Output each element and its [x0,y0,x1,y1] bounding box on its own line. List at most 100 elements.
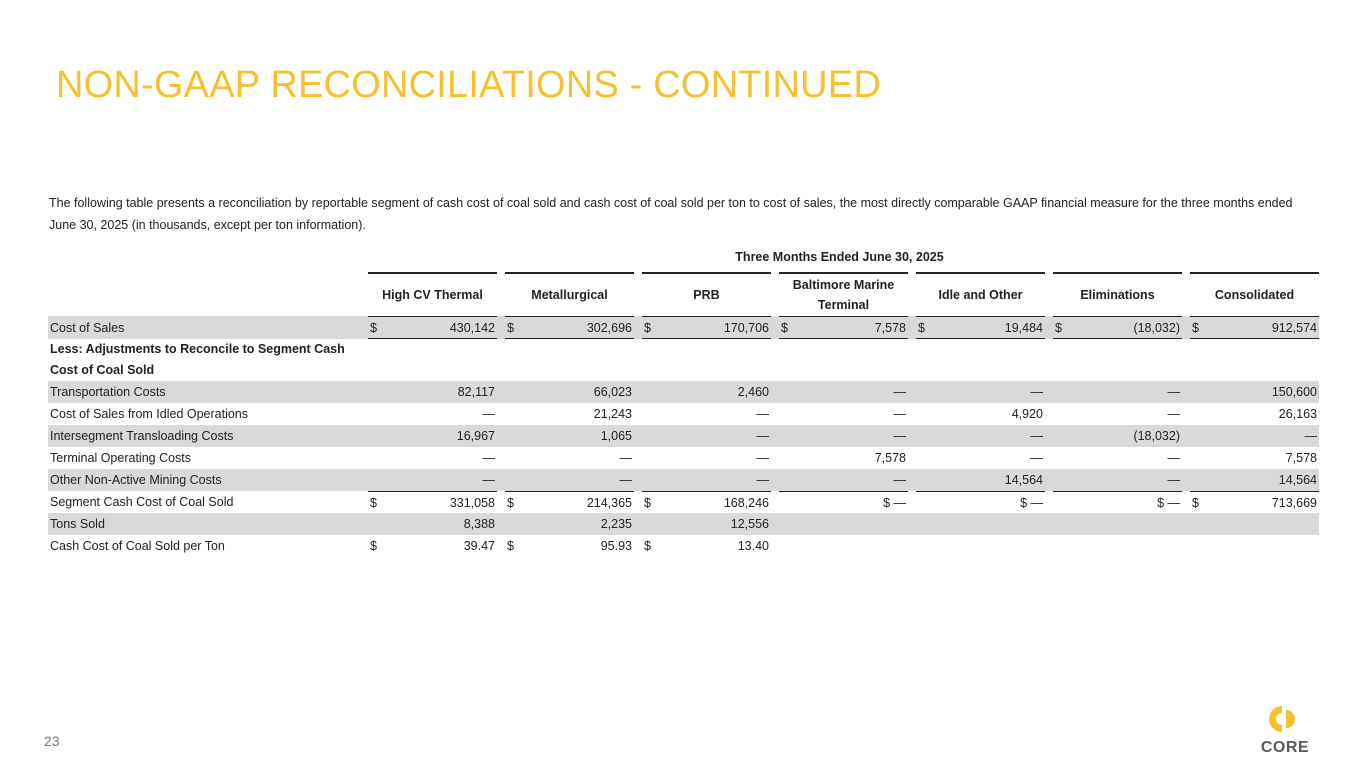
value: 26,163 [1278,407,1317,421]
value-cell-inner: — [779,426,908,447]
value-cell-inner: 7,578 [1190,448,1319,469]
value-cell: $302,696 [497,316,634,339]
value-cell-inner: 4,920 [916,404,1045,425]
value: — [1030,429,1044,443]
header-rule [368,272,497,274]
column-header-label: Eliminations [1080,288,1155,302]
value-cell: 21,243 [497,403,634,425]
value-cell-inner [779,514,908,535]
value-cell: 26,163 [1182,403,1319,425]
column-header: High CV Thermal [360,272,497,316]
value-cell: — [908,425,1045,447]
value-cell: — [634,403,771,425]
value: $ — [1020,495,1043,510]
value-cell: $168,246 [634,491,771,513]
value-cell: — [1182,425,1319,447]
value-cell-inner: $ (18,032) [1053,316,1182,339]
value-cell: 14,564 [908,469,1045,491]
value-cell-inner: $95.93 [505,536,634,557]
value-cell-inner: 16,967 [368,426,497,447]
value-cell: — [360,447,497,469]
table-row: Intersegment Transloading Costs 16,967 1,0… [48,425,1319,447]
value-cell: — [360,469,497,491]
value: 82,117 [457,385,495,399]
value-cell [497,339,634,381]
value-cell [771,339,908,381]
value-cell-inner: — [779,404,908,425]
value-cell: — [1045,403,1182,425]
value-cell-inner: — [642,404,771,425]
value-cell [1182,339,1319,381]
value-cell: 2,235 [497,513,634,535]
value-cell: $ — [1045,491,1182,513]
column-header: Consolidated [1182,272,1319,316]
value: 2,460 [737,385,769,399]
value-cell: 16,967 [360,425,497,447]
header-rule [779,272,908,274]
value-cell-inner: $168,246 [642,491,771,513]
empty-cell [48,272,360,316]
value: — [1167,385,1181,399]
value-cell [1182,535,1319,557]
value-cell [360,339,497,381]
value: 214,365 [586,495,632,510]
value-cell: — [908,381,1045,403]
value-cell: 12,556 [634,513,771,535]
row-label: Cost of Sales [48,316,360,339]
value: 4,920 [1011,407,1043,421]
row-label: Cash Cost of Coal Sold per Ton [50,539,225,553]
value: 95.93 [600,539,632,553]
header-rule [1190,272,1319,274]
value: 7,578 [874,320,906,335]
value-cell-inner [916,514,1045,535]
value: — [1030,451,1044,465]
table-row: Tons Sold 8,388 2,235 12,556 [48,513,1319,535]
value: 16,967 [456,429,495,443]
table-row: Cash Cost of Coal Sold per Ton $39.47 $95.… [48,535,1319,557]
value: 7,578 [1285,451,1317,465]
value: — [482,451,496,465]
column-header: Eliminations [1045,272,1182,316]
value-cell [634,339,771,381]
value-cell-inner: $39.47 [368,536,497,557]
column-header-label: Metallurgical [531,288,608,302]
value: — [756,407,770,421]
value-cell-inner [1053,514,1182,535]
intro-paragraph: The following table presents a reconcili… [49,196,1293,232]
value-cell-inner [1190,536,1319,557]
value-cell-inner: — [368,404,497,425]
value-cell: — [497,447,634,469]
value-cell: — [634,469,771,491]
value-cell: — [771,425,908,447]
value-cell-inner: 82,117 [368,382,497,403]
table-row: Other Non-Active Mining Costs — — — — 14,564 —… [48,469,1319,491]
value-cell [771,535,908,557]
reconciliation-table: Three Months Ended June 30, 2025 High CV … [48,250,1319,557]
value: — [893,473,907,487]
value-cell-inner: — [1053,448,1182,469]
column-header-label: Baltimore Marine Terminal [792,278,895,312]
currency-symbol: $ [644,495,651,510]
value-cell-inner: 2,460 [642,382,771,403]
period-header: Three Months Ended June 30, 2025 [360,250,1319,272]
column-header: Metallurgical [497,272,634,316]
value-cell: $ — [908,491,1045,513]
header-rule [642,272,771,274]
value-cell-inner: 14,564 [916,470,1045,491]
table-row: Less: Adjustments to Reconcile to Segmen… [48,339,1319,381]
value-cell-inner: $170,706 [642,316,771,339]
row-label: Terminal Operating Costs [50,451,192,465]
value: 21,243 [593,407,632,421]
page-number: 23 [44,733,60,749]
value-cell: $331,058 [360,491,497,513]
value-cell: $13.40 [634,535,771,557]
value: — [1030,385,1044,399]
column-header-label: PRB [693,288,720,302]
header-rule [505,272,634,274]
table-row: Terminal Operating Costs — — — 7,578 — — 7,578 [48,447,1319,469]
value-cell-inner: 1,065 [505,426,634,447]
value-cell: — [1045,381,1182,403]
value: 19,484 [1004,320,1043,335]
value-cell-inner: $19,484 [916,316,1045,339]
row-label: Transportation Costs [48,381,360,403]
